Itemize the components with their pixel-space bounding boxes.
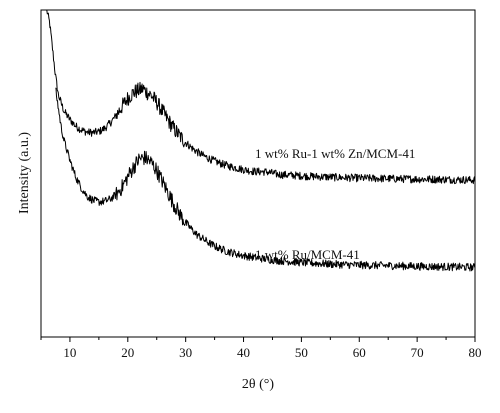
series-label-ru-zn: 1 wt% Ru-1 wt% Zn/MCM-41 — [255, 146, 415, 161]
x-axis: 10 20 30 40 50 60 70 80 — [40, 337, 482, 360]
x-tick-label: 60 — [353, 345, 366, 360]
series-line-1 — [55, 87, 476, 272]
x-tick-label: 40 — [237, 345, 250, 360]
series-line-0 — [46, 9, 476, 185]
x-tick-label: 80 — [469, 345, 482, 360]
plot-frame — [40, 9, 476, 338]
series-label-ru: 1 wt% Ru/MCM-41 — [255, 247, 360, 262]
y-axis-title: Intensity (a.u.) — [17, 132, 32, 214]
series-layer — [46, 9, 476, 272]
x-tick-label: 50 — [295, 345, 308, 360]
x-tick-label: 10 — [63, 345, 76, 360]
x-axis-title: 2θ (°) — [242, 377, 274, 392]
x-tick-label: 20 — [121, 345, 134, 360]
x-tick-label: 30 — [179, 345, 192, 360]
x-tick-label: 70 — [411, 345, 424, 360]
